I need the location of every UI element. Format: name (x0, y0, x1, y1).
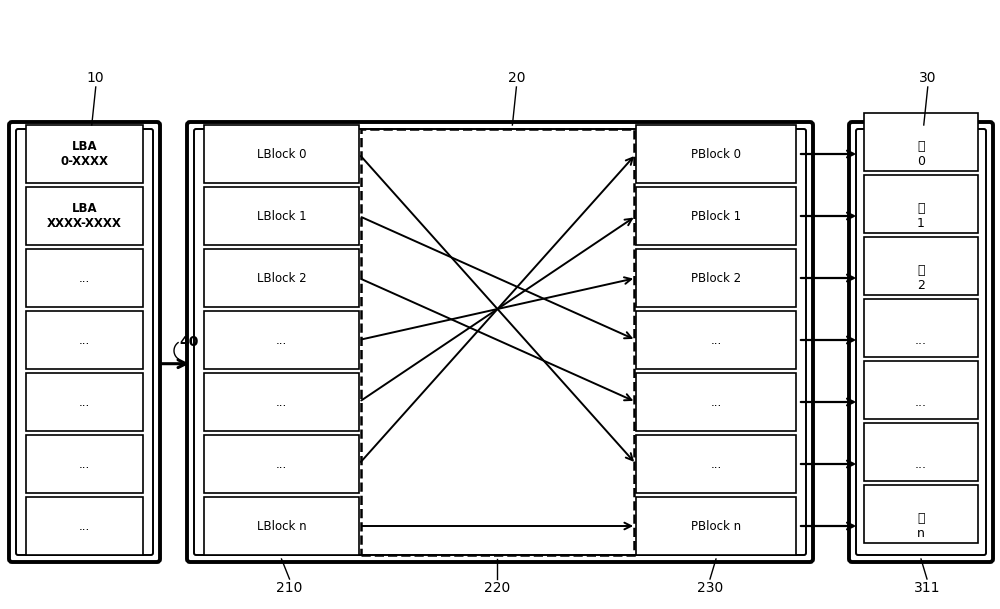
Text: LBA
XXXX-XXXX: LBA XXXX-XXXX (47, 202, 122, 230)
Text: ...: ... (79, 457, 90, 471)
Text: 220: 220 (484, 581, 511, 595)
Text: ...: ... (79, 272, 90, 284)
Bar (636, 373, 796, 431)
Text: LBlock 1: LBlock 1 (257, 209, 306, 222)
Text: ...: ... (79, 395, 90, 409)
Text: ...: ... (915, 457, 927, 471)
Bar (361, 129, 634, 555)
Bar (864, 299, 978, 357)
Text: LBA
0-XXXX: LBA 0-XXXX (60, 140, 108, 168)
Text: ...: ... (79, 334, 90, 347)
Bar (26, 435, 143, 493)
Text: ...: ... (915, 395, 927, 409)
Text: LBlock 2: LBlock 2 (257, 272, 306, 284)
Bar (864, 113, 978, 171)
Bar (204, 311, 359, 369)
Bar (204, 187, 359, 245)
Bar (204, 373, 359, 431)
Text: 40: 40 (179, 335, 198, 349)
Text: 块
n: 块 n (917, 512, 925, 540)
Bar (864, 175, 978, 233)
Text: ...: ... (276, 334, 287, 347)
Bar (636, 435, 796, 493)
Bar (636, 497, 796, 555)
Bar (864, 237, 978, 295)
Text: ...: ... (710, 457, 722, 471)
Text: 210: 210 (276, 581, 303, 595)
Text: 10: 10 (87, 71, 105, 85)
Text: PBlock 2: PBlock 2 (691, 272, 741, 284)
Bar (26, 187, 143, 245)
FancyBboxPatch shape (9, 122, 160, 562)
FancyBboxPatch shape (187, 122, 813, 562)
Text: ...: ... (276, 395, 287, 409)
Bar (26, 249, 143, 307)
Text: 块
2: 块 2 (917, 264, 925, 292)
Text: PBlock n: PBlock n (691, 519, 741, 532)
FancyBboxPatch shape (849, 122, 993, 562)
Bar (26, 125, 143, 183)
Bar (864, 485, 978, 543)
Text: LBlock 0: LBlock 0 (257, 147, 306, 161)
Bar (636, 249, 796, 307)
Bar (636, 125, 796, 183)
Bar (26, 497, 143, 555)
Bar (204, 249, 359, 307)
Text: ...: ... (79, 519, 90, 532)
Bar (26, 311, 143, 369)
Text: 230: 230 (697, 581, 723, 595)
Text: ...: ... (710, 334, 722, 347)
FancyBboxPatch shape (16, 129, 153, 555)
Bar (204, 125, 359, 183)
Text: LBlock n: LBlock n (257, 519, 306, 532)
Text: 20: 20 (508, 71, 525, 85)
FancyBboxPatch shape (194, 129, 806, 555)
Bar (204, 435, 359, 493)
Text: 311: 311 (914, 581, 940, 595)
Text: ...: ... (915, 334, 927, 347)
Text: PBlock 0: PBlock 0 (691, 147, 741, 161)
Text: PBlock 1: PBlock 1 (691, 209, 741, 222)
Bar (636, 187, 796, 245)
Bar (26, 373, 143, 431)
Bar (864, 361, 978, 419)
Text: ...: ... (276, 457, 287, 471)
Bar (204, 497, 359, 555)
Bar (636, 311, 796, 369)
Text: 块
1: 块 1 (917, 202, 925, 230)
Bar (864, 423, 978, 481)
FancyBboxPatch shape (856, 129, 986, 555)
Text: ...: ... (710, 395, 722, 409)
Text: 块
0: 块 0 (917, 140, 925, 168)
Text: 30: 30 (919, 71, 937, 85)
